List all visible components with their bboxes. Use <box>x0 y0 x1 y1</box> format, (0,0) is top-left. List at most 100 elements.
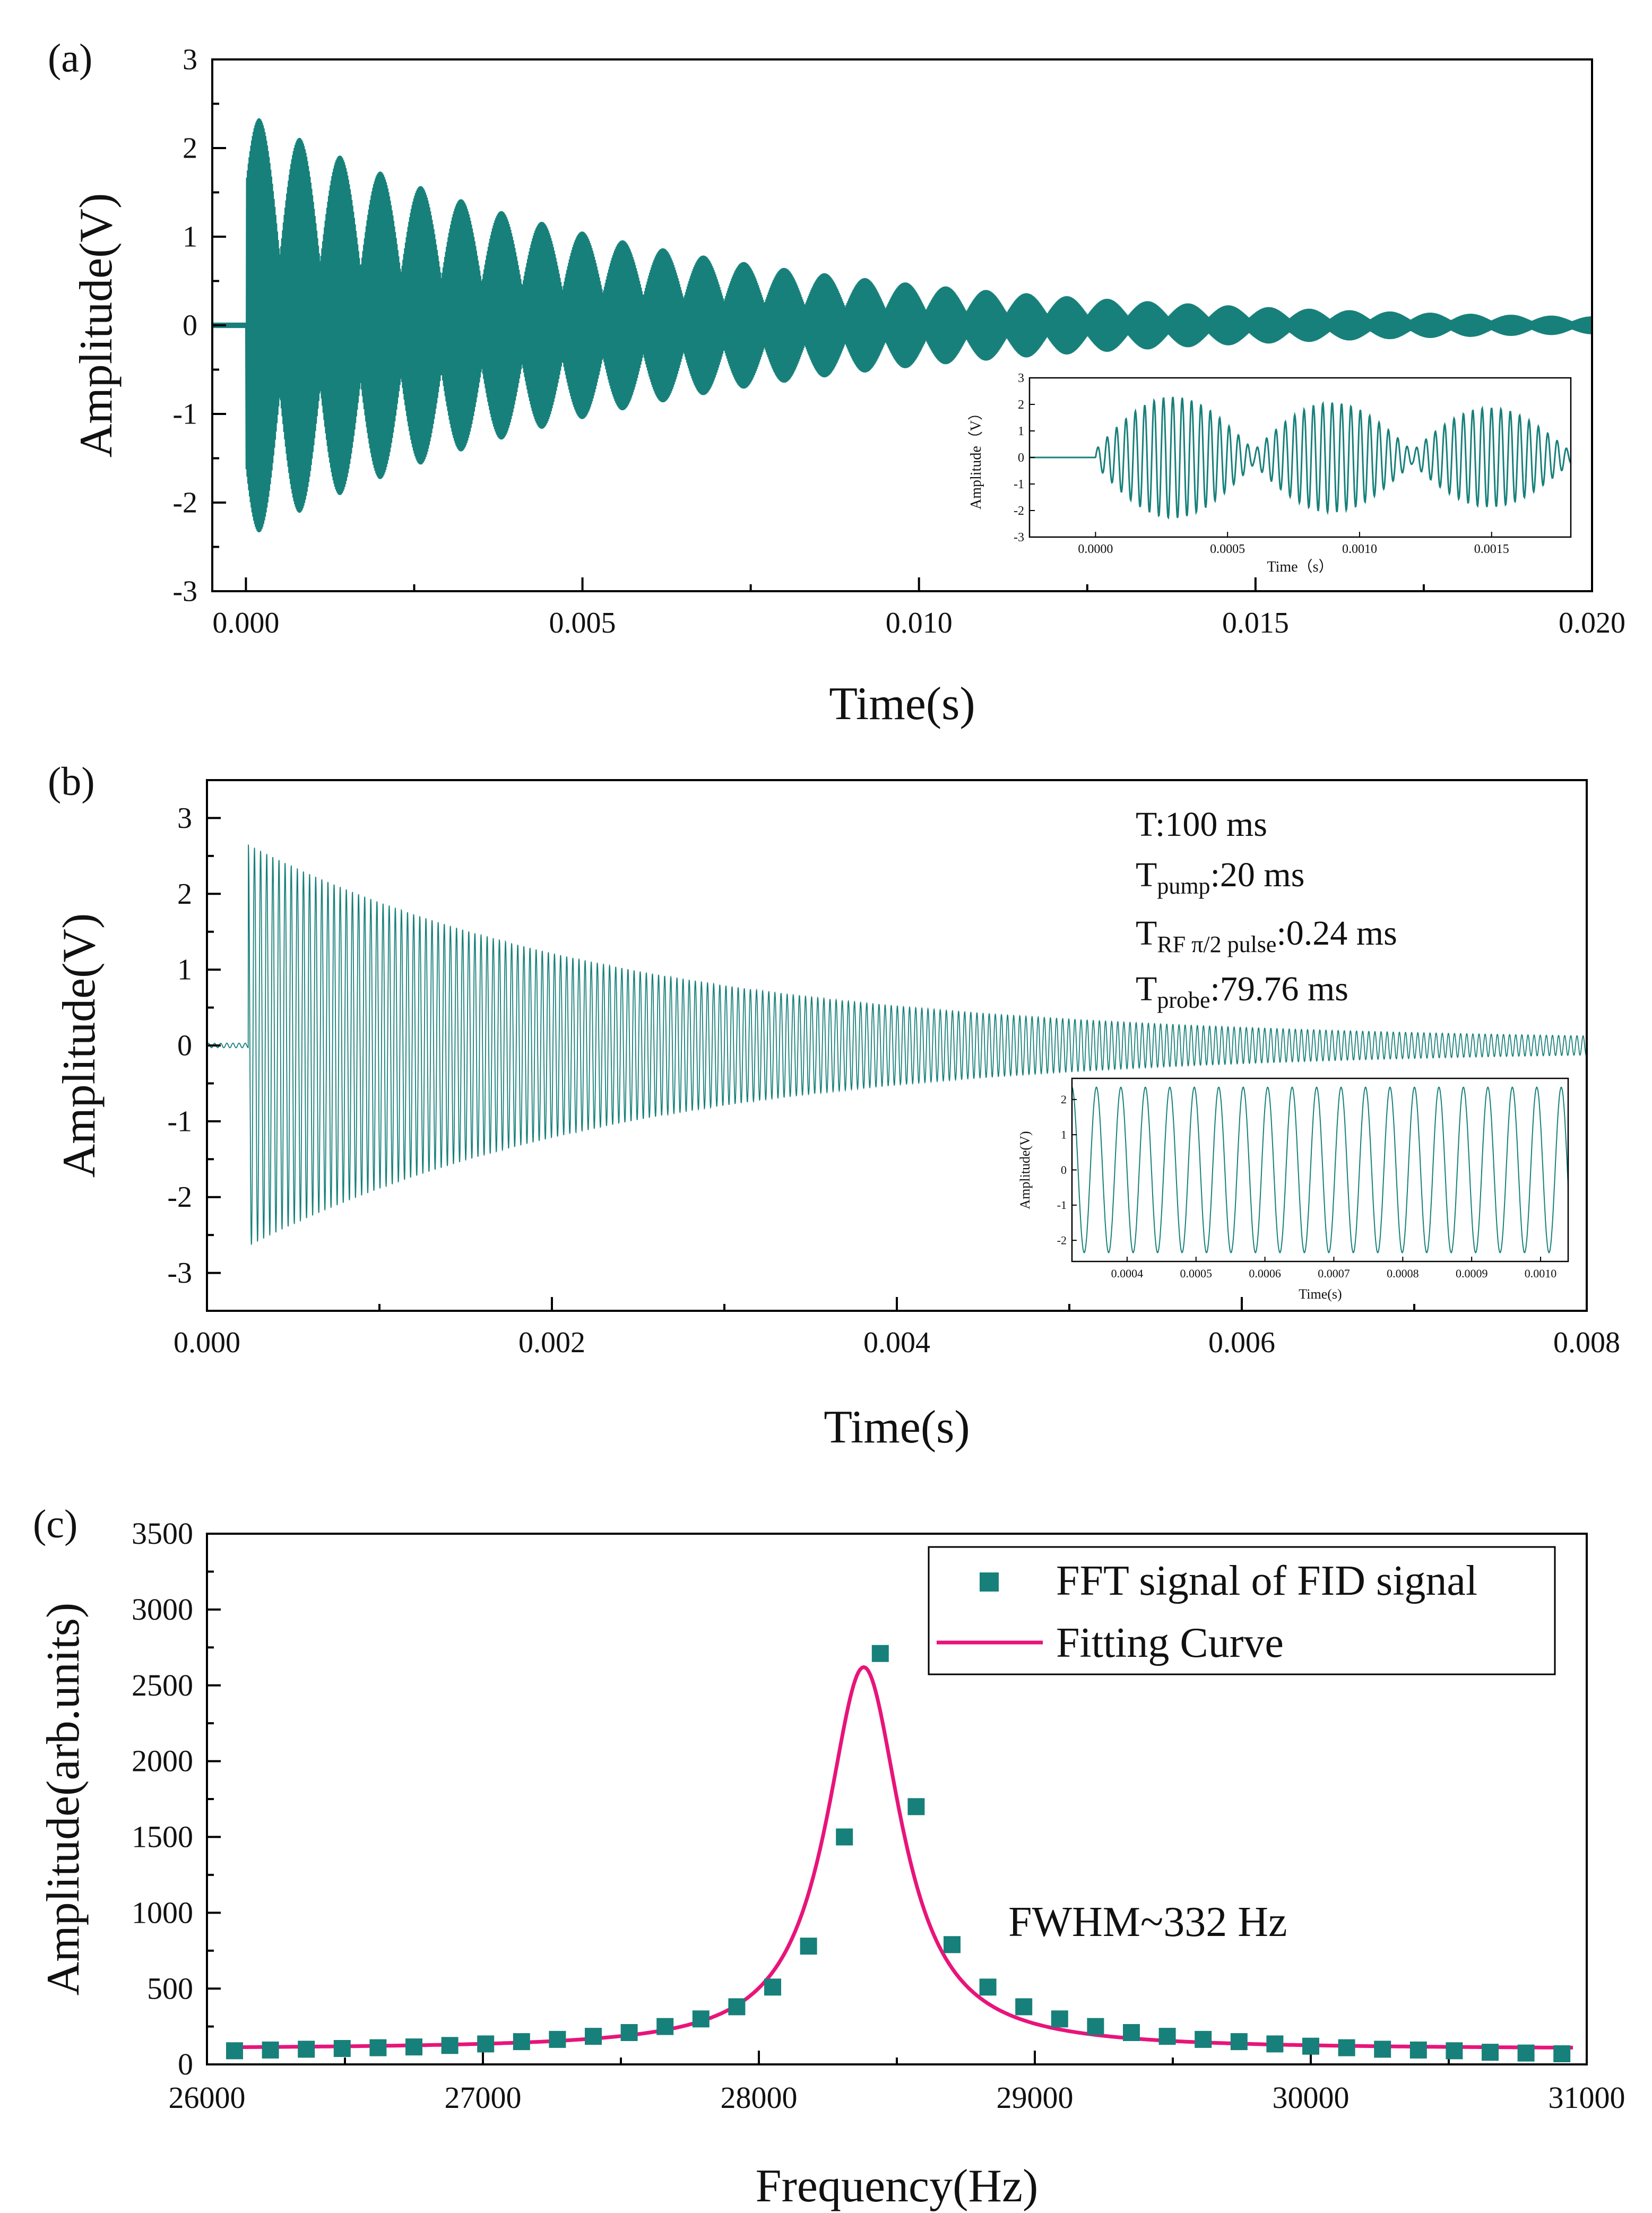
panel-b-param-rf-pulse: TRF π/2 pulse:0.24 ms <box>1136 914 1397 957</box>
panel-c-fft-point <box>979 1978 997 1996</box>
panel-c-fft-point <box>656 2018 674 2035</box>
panel-b-x-tick-label: 0.000 <box>174 1326 240 1359</box>
panel-a-inset-y-tick-label: 0 <box>1018 451 1024 465</box>
panel-c-fft-point <box>1517 2044 1535 2062</box>
panel-c-fft-point <box>441 2037 459 2054</box>
panel-c-fft-point <box>369 2039 387 2056</box>
panel-b-param-probe: Tprobe:79.76 ms <box>1136 970 1348 1013</box>
panel-a-inset-y-tick-label: 3 <box>1018 371 1024 385</box>
panel-c-y-tick-label: 3500 <box>132 1516 193 1551</box>
panel-b-param-period: T:100 ms <box>1136 805 1267 844</box>
panel-a-inset-x-tick-label: 0.0005 <box>1210 542 1245 556</box>
panel-b-inset-x-label: Time(s) <box>1299 1286 1342 1302</box>
panel-c-x-tick-label: 30000 <box>1273 2080 1350 2115</box>
panel-c-y-axis: 0 500 1000 1500 2000 2500 3000 3500 <box>132 1516 221 2081</box>
panel-c-y-tick-label: 2500 <box>132 1668 193 1702</box>
panel-c-fft-point <box>836 1828 853 1846</box>
panel-c-fft-point <box>1374 2041 1391 2058</box>
panel-a-inset-x-tick-label: 0.0000 <box>1078 542 1113 556</box>
panel-b-inset-x-tick-label: 0.0004 <box>1111 1267 1144 1280</box>
panel-a-x-tick-label: 0.020 <box>1559 607 1625 639</box>
panel-a-label: (a) <box>48 36 92 81</box>
panel-c-fft-point <box>800 1938 817 1955</box>
panel-a-inset-y-axis: -3 -2 -1 0 1 2 3 <box>1014 371 1035 544</box>
panel-c-x-label: Frequency(Hz) <box>756 2160 1039 2212</box>
panel-a-y-tick-label: 1 <box>183 220 197 253</box>
panel-c-fft-point <box>1230 2033 1248 2051</box>
panel-a-y-tick-label: -2 <box>172 486 197 519</box>
panel-c-fft-point <box>944 1936 961 1953</box>
panel-a-x-tick-label: 0.000 <box>212 607 279 639</box>
panel-c-legend: FFT signal of FID signal Fitting Curve <box>928 1546 1556 1675</box>
panel-b-parameters: T:100 ms Tpump:20 ms TRF π/2 pulse:0.24 … <box>1136 805 1397 1013</box>
panel-a-inset-y-tick-label: -3 <box>1014 531 1024 544</box>
panel-a-inset-y-tick-label: 1 <box>1018 425 1024 438</box>
panel-b-x-tick-label: 0.008 <box>1553 1326 1620 1359</box>
panel-a-y-tick-label: 0 <box>183 309 197 342</box>
panel-c-fft-point <box>333 2040 351 2057</box>
panel-a-y-tick-label: 2 <box>183 132 197 165</box>
panel-c-fft-point <box>728 1998 746 2016</box>
panel-c-fft-point <box>692 2010 710 2028</box>
panel-b-y-tick-label: -3 <box>167 1257 192 1290</box>
panel-a-inset-y-tick-label: -2 <box>1014 504 1024 518</box>
panel-b-inset-signal-trace <box>1071 1086 1569 1254</box>
panel-b-signal-trace <box>206 844 1587 1245</box>
panel-b-x-axis: 0.000 0.002 0.004 0.006 0.008 <box>174 1297 1620 1359</box>
panel-c-x-tick-label: 28000 <box>721 2080 798 2115</box>
panel-c-fft-point <box>1338 2039 1355 2056</box>
panel-c-legend-box <box>928 1546 1556 1675</box>
panel-c-fft-point <box>1158 2028 1176 2045</box>
panel-b-inset-y-tick-label: 2 <box>1061 1093 1067 1106</box>
panel-c-fft-point <box>513 2033 530 2051</box>
panel-c-fft-point <box>405 2038 422 2056</box>
panel-c-x-tick-label: 31000 <box>1549 2080 1625 2115</box>
panel-c-x-tick-label: 29000 <box>997 2080 1074 2115</box>
panel-b-param-pump: Tpump:20 ms <box>1136 855 1304 899</box>
panel-c-fft-point <box>1123 2024 1140 2041</box>
panel-b-inset-y-axis: -2 -1 0 1 2 <box>1057 1093 1077 1247</box>
panel-b-y-axis: -3 -2 -1 0 1 2 3 <box>167 802 221 1290</box>
panel-c: (c) 0 500 1000 1500 2000 2500 3000 3500 26000 27… <box>33 1502 1625 2212</box>
panel-a-y-tick-label: -1 <box>172 397 197 430</box>
panel-a-y-axis: -3 -2 -1 0 1 2 3 <box>172 43 226 608</box>
panel-c-fft-point <box>1015 1998 1033 2016</box>
panel-b-y-tick-label: -2 <box>167 1181 192 1214</box>
panel-a-inset-x-label: Time（s） <box>1267 558 1333 575</box>
panel-c-y-tick-label: 500 <box>147 1971 193 2005</box>
panel-c-fft-point <box>298 2041 315 2058</box>
panel-c-fft-point <box>620 2024 638 2041</box>
panel-b-y-tick-label: 2 <box>177 878 192 911</box>
panel-b-y-label: Amplitude(V) <box>54 913 105 1178</box>
panel-a-y-tick-label: -3 <box>172 575 197 608</box>
panel-b-inset-y-tick-label: 1 <box>1061 1128 1067 1141</box>
panel-c-fitting-curve <box>235 1665 1573 2050</box>
panel-b-inset-x-tick-label: 0.0006 <box>1249 1267 1281 1280</box>
panel-a: (a) -3 -2 -1 0 1 2 3 0.000 0.005 0.010 0.015 0.020… <box>48 36 1625 730</box>
panel-c-fft-point <box>477 2035 495 2053</box>
panel-b-label: (b) <box>48 759 95 804</box>
panel-a-x-tick-label: 0.005 <box>549 607 616 639</box>
panel-c-fft-point <box>1266 2035 1284 2053</box>
panel-c-fwhm-annotation: FWHM~332 Hz <box>1008 1899 1287 1946</box>
panel-c-legend-fit-label: Fitting Curve <box>1056 1620 1284 1666</box>
panel-b-x-tick-label: 0.004 <box>863 1326 930 1359</box>
panel-a-x-axis: 0.000 0.005 0.010 0.015 0.020 <box>212 577 1625 639</box>
panel-b-x-tick-label: 0.002 <box>518 1326 585 1359</box>
panel-b-inset-y-tick-label: 0 <box>1061 1163 1067 1177</box>
panel-c-fft-point <box>585 2028 602 2045</box>
panel-a-inset-x-tick-label: 0.0010 <box>1342 542 1377 556</box>
panel-c-legend-fft-label: FFT signal of FID signal <box>1056 1558 1477 1604</box>
panel-b-y-tick-label: 1 <box>177 954 192 987</box>
panel-c-x-tick-label: 26000 <box>169 2080 246 2115</box>
panel-c-x-tick-label: 27000 <box>445 2080 522 2115</box>
panel-a-inset-y-tick-label: -1 <box>1014 478 1024 491</box>
panel-a-x-label: Time(s) <box>829 678 975 730</box>
panel-a-signal-trace <box>211 118 1593 533</box>
panel-b-inset-y-tick-label: -1 <box>1057 1198 1067 1212</box>
panel-c-fft-point <box>764 1978 781 1996</box>
panel-a-inset: -3 -2 -1 0 1 2 3 0.0000 0.0005 0.0010 0.0015 Time… <box>967 371 1572 575</box>
panel-c-fft-point <box>1051 2010 1068 2028</box>
